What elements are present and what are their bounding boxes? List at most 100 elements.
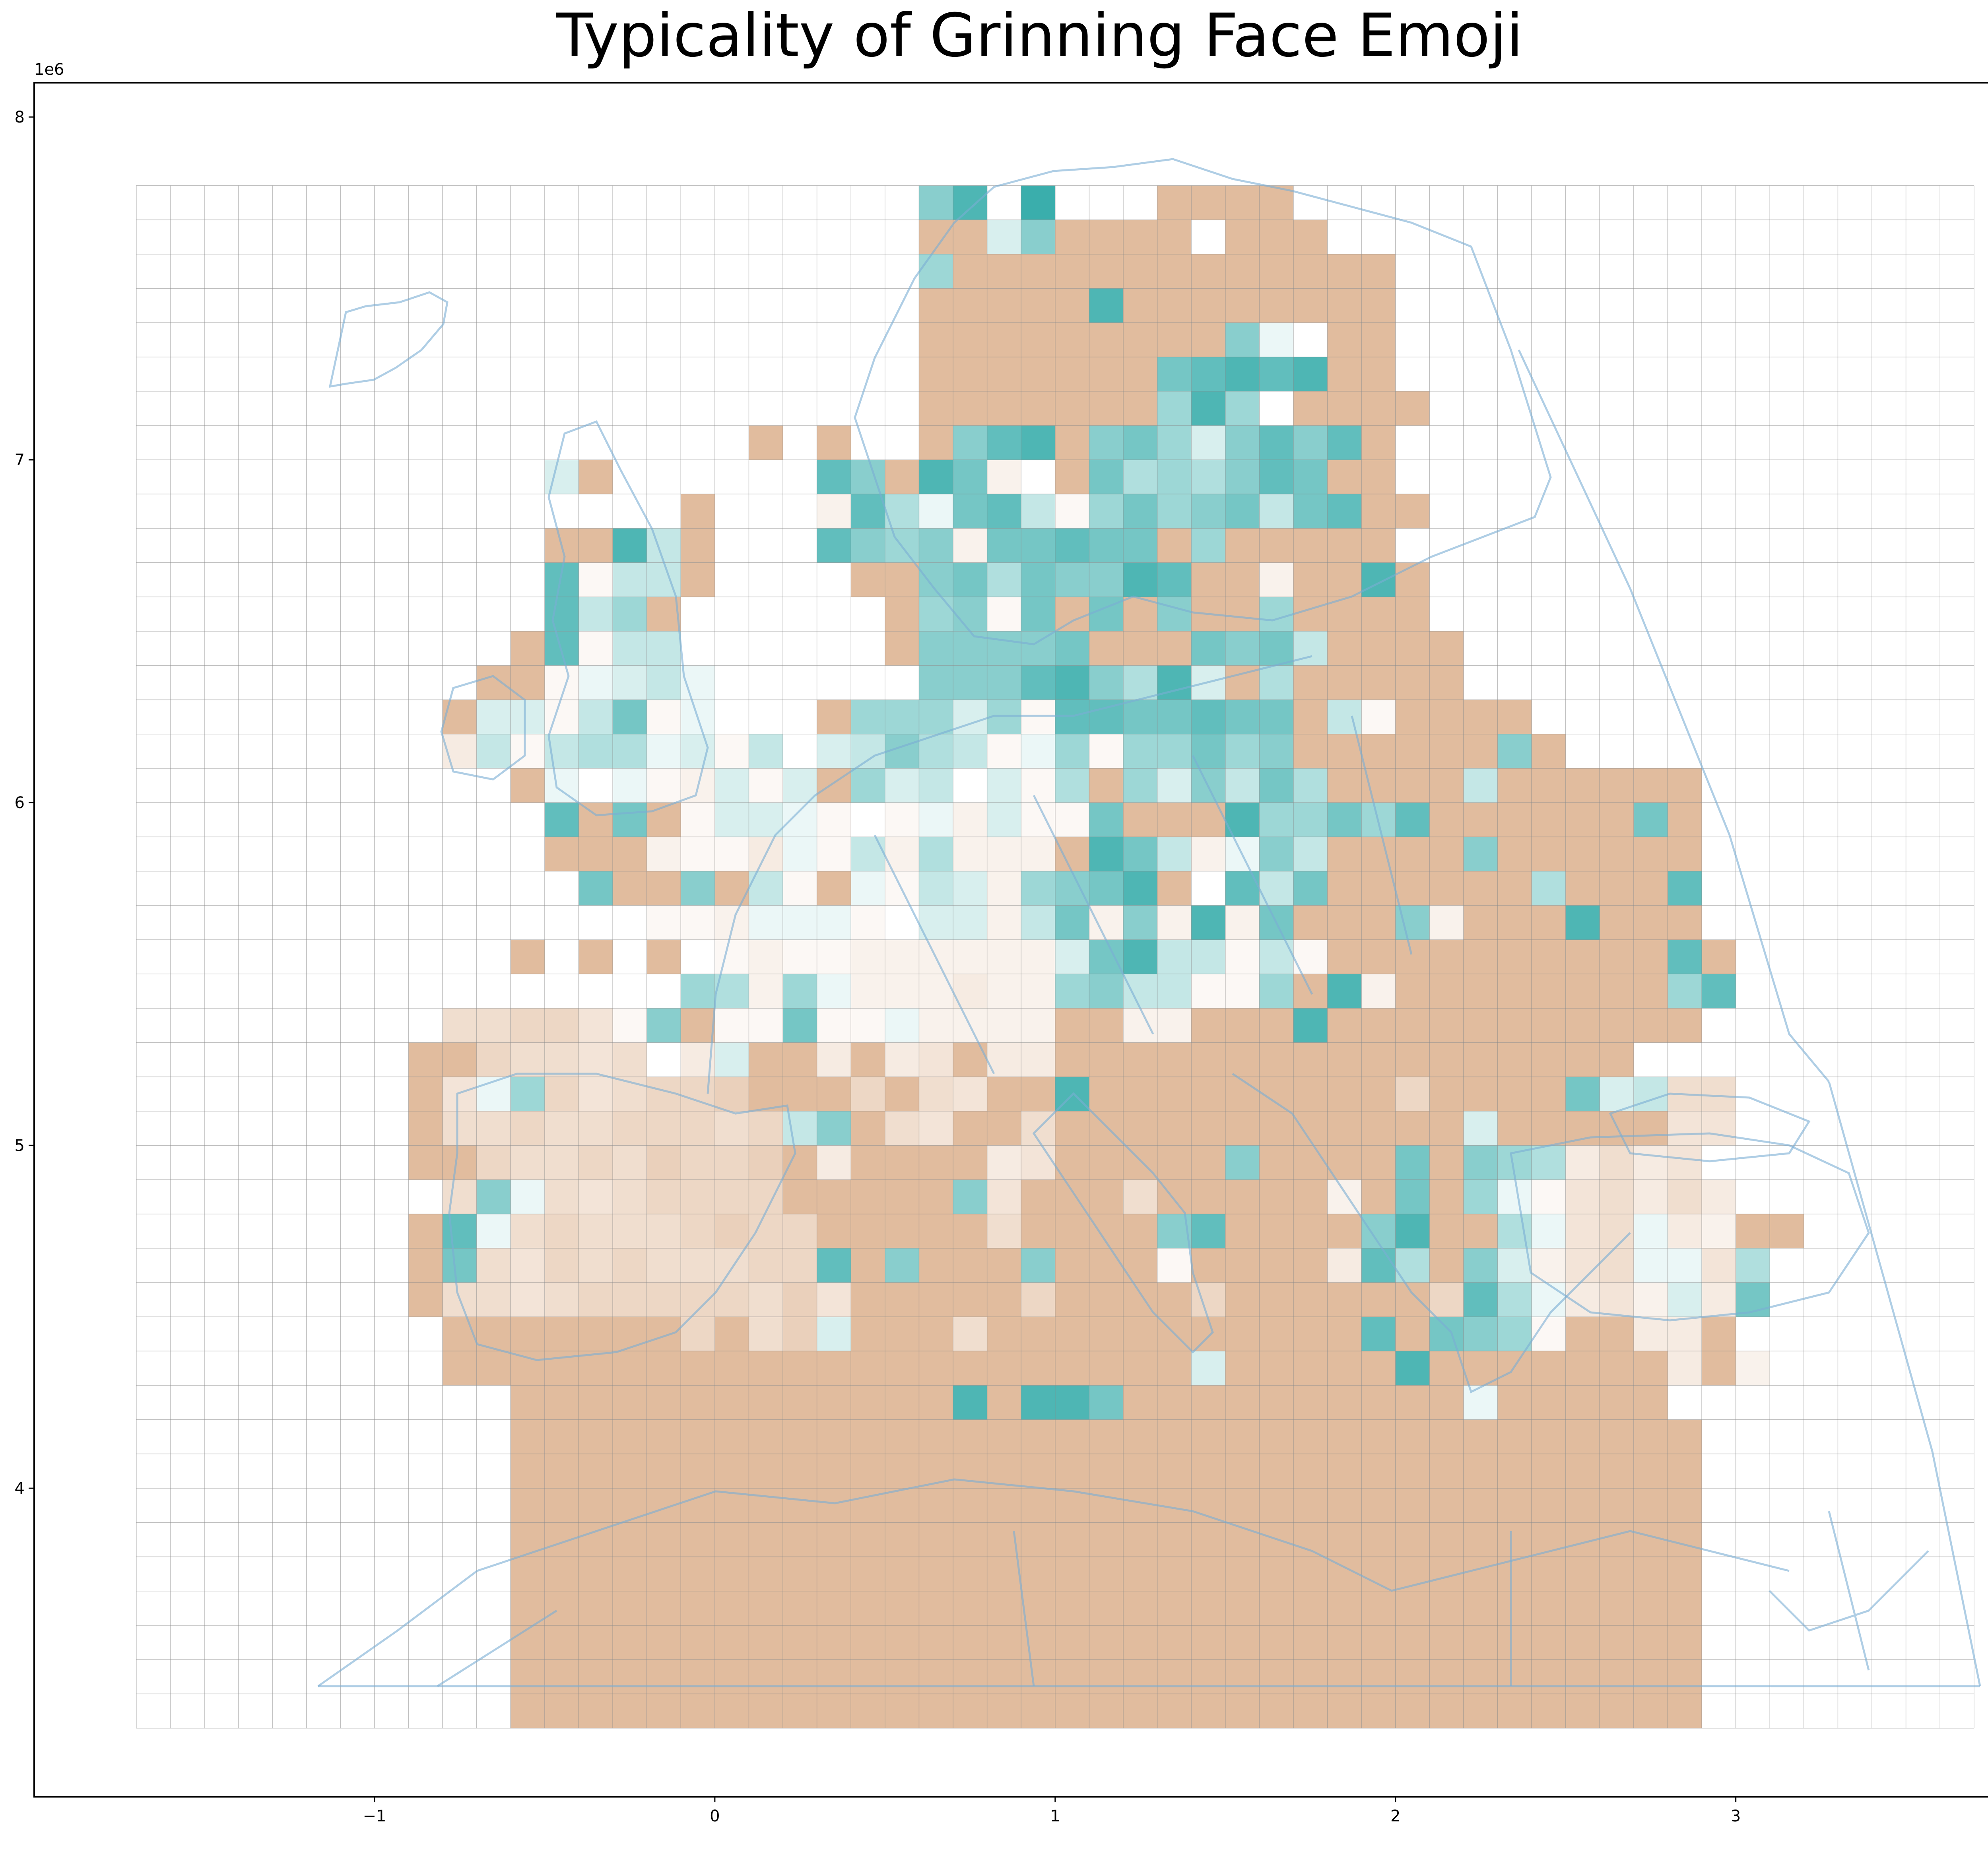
heatmap-cell bbox=[1021, 700, 1055, 734]
heatmap-cell bbox=[1327, 1042, 1362, 1077]
heatmap-cell bbox=[817, 1351, 851, 1386]
x-tick-label: 2 bbox=[1390, 1807, 1400, 1825]
heatmap-cell bbox=[1089, 905, 1123, 940]
heatmap-cell bbox=[1327, 426, 1362, 460]
heatmap-cell bbox=[1259, 631, 1293, 666]
heatmap-cell bbox=[1327, 665, 1362, 700]
heatmap-cell bbox=[1259, 1283, 1293, 1317]
heatmap-cell bbox=[1600, 1419, 1634, 1454]
heatmap-cell bbox=[1123, 665, 1157, 700]
heatmap-cell bbox=[511, 1419, 545, 1454]
heatmap-cell bbox=[579, 562, 613, 597]
heatmap-cell bbox=[1089, 562, 1123, 597]
heatmap-cell bbox=[1123, 1454, 1157, 1489]
heatmap-cell bbox=[1259, 1111, 1293, 1146]
heatmap-cell bbox=[919, 1488, 953, 1523]
heatmap-cell bbox=[1089, 1248, 1123, 1283]
heatmap-cell bbox=[1361, 1111, 1396, 1146]
heatmap-cell bbox=[783, 1488, 817, 1523]
heatmap-cell bbox=[1123, 1042, 1157, 1077]
heatmap-cell bbox=[1395, 1660, 1430, 1694]
heatmap-cell bbox=[443, 1111, 477, 1146]
heatmap-cell bbox=[1429, 803, 1464, 837]
heatmap-cell bbox=[919, 1111, 953, 1146]
heatmap-cell bbox=[1157, 1385, 1192, 1420]
heatmap-cell bbox=[817, 1557, 851, 1591]
heatmap-cell bbox=[1157, 631, 1192, 666]
heatmap-cell bbox=[1327, 974, 1362, 1009]
heatmap-cell bbox=[1327, 254, 1362, 289]
heatmap-cell bbox=[1395, 1111, 1430, 1146]
heatmap-cell bbox=[817, 426, 851, 460]
heatmap-cell bbox=[1668, 1283, 1702, 1317]
heatmap-cell bbox=[1157, 220, 1192, 254]
heatmap-cell bbox=[1600, 974, 1634, 1009]
heatmap-cell bbox=[885, 1694, 919, 1728]
heatmap-cell bbox=[1463, 1180, 1498, 1214]
heatmap-cell bbox=[987, 1248, 1021, 1283]
heatmap-cell bbox=[919, 1625, 953, 1660]
heatmap-cell bbox=[646, 1419, 681, 1454]
heatmap-cell bbox=[1089, 1145, 1123, 1180]
heatmap-cell bbox=[579, 734, 613, 768]
heatmap-cell bbox=[613, 1317, 647, 1351]
heatmap-cell bbox=[1633, 1660, 1668, 1694]
heatmap-cell bbox=[1327, 700, 1362, 734]
heatmap-cell bbox=[646, 1351, 681, 1386]
heatmap-cell bbox=[1633, 1591, 1668, 1625]
heatmap-cell bbox=[1429, 1145, 1464, 1180]
heatmap-cell bbox=[783, 1248, 817, 1283]
heatmap-cell bbox=[1497, 905, 1532, 940]
heatmap-cell bbox=[579, 1042, 613, 1077]
heatmap-cell bbox=[1361, 871, 1396, 906]
heatmap-cell bbox=[1293, 837, 1328, 871]
heatmap-cell bbox=[544, 1248, 579, 1283]
heatmap-cell bbox=[1055, 631, 1089, 666]
heatmap-cell bbox=[919, 1008, 953, 1043]
heatmap-cell bbox=[714, 1660, 749, 1694]
mediterranean-south-coast bbox=[317, 1478, 1790, 1687]
heatmap-cell bbox=[1327, 1694, 1362, 1728]
heatmap-cell bbox=[1225, 220, 1260, 254]
heatmap-cell bbox=[1463, 837, 1498, 871]
heatmap-cell bbox=[1702, 1351, 1736, 1386]
heatmap-cell bbox=[579, 460, 613, 494]
heatmap-cell bbox=[783, 1008, 817, 1043]
heatmap-cell bbox=[1089, 323, 1123, 357]
heatmap-cell bbox=[1361, 288, 1396, 323]
heatmap-cell bbox=[681, 1694, 715, 1728]
heatmap-cell bbox=[1702, 1180, 1736, 1214]
heatmap-cell bbox=[987, 905, 1021, 940]
heatmap-cell bbox=[1600, 803, 1634, 837]
heatmap-cell bbox=[987, 562, 1021, 597]
heatmap-cell bbox=[1225, 1145, 1260, 1180]
heatmap-cell bbox=[544, 1077, 579, 1111]
heatmap-cell bbox=[1191, 974, 1225, 1009]
heatmap-cell bbox=[1565, 1694, 1600, 1728]
heatmap-cell bbox=[1191, 185, 1225, 220]
heatmap-cell bbox=[1532, 734, 1566, 768]
heatmap-cell bbox=[1600, 1522, 1634, 1557]
heatmap-cell bbox=[1021, 254, 1055, 289]
heatmap-cell bbox=[1293, 1283, 1328, 1317]
heatmap-cell bbox=[919, 1214, 953, 1248]
heatmap-cell bbox=[851, 1180, 885, 1214]
heatmap-cell bbox=[817, 700, 851, 734]
heatmap-cell bbox=[646, 1660, 681, 1694]
heatmap-cell bbox=[1633, 974, 1668, 1009]
heatmap-cell bbox=[714, 768, 749, 803]
heatmap-cell bbox=[646, 631, 681, 666]
heatmap-cell bbox=[1157, 391, 1192, 426]
heatmap-cell bbox=[1600, 1042, 1634, 1077]
heatmap-cell bbox=[885, 1042, 919, 1077]
heatmap-cell bbox=[646, 803, 681, 837]
heatmap-cell bbox=[613, 1591, 647, 1625]
heatmap-cell bbox=[511, 1283, 545, 1317]
heatmap-cell bbox=[919, 974, 953, 1009]
heatmap-cell bbox=[1123, 837, 1157, 871]
heatmap-cell bbox=[851, 734, 885, 768]
heatmap-cell bbox=[1055, 1454, 1089, 1489]
heatmap-cell bbox=[1497, 1248, 1532, 1283]
heatmap-cell bbox=[749, 1625, 783, 1660]
heatmap-cell bbox=[1157, 1248, 1192, 1283]
